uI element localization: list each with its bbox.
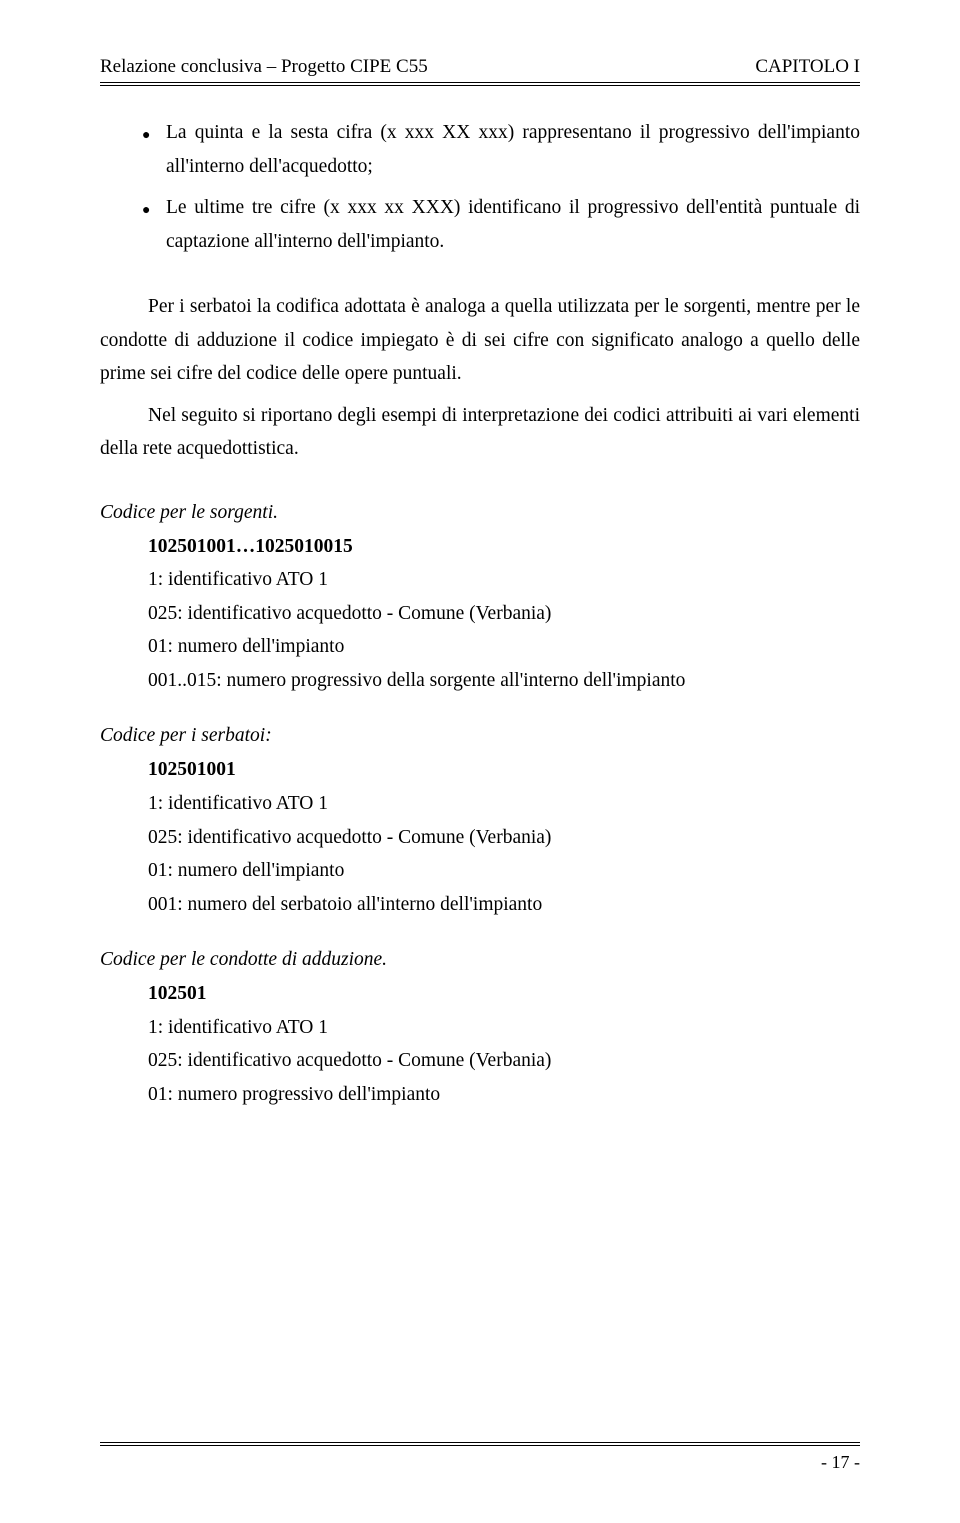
code-line: 1: identificativo ATO 1 bbox=[148, 787, 860, 821]
code-line: 01: numero dell'impianto bbox=[148, 854, 860, 888]
bullet-list: ● La quinta e la sesta cifra (x xxx XX x… bbox=[142, 116, 860, 258]
code-line: 025: identificativo acquedotto - Comune … bbox=[148, 821, 860, 855]
paragraph: Nel seguito si riportano degli esempi di… bbox=[100, 399, 860, 466]
bullet-text: La quinta e la sesta cifra (x xxx XX xxx… bbox=[166, 116, 860, 183]
header-rule bbox=[100, 82, 860, 83]
footer: - 17 - bbox=[100, 1442, 860, 1473]
code-bold: 102501001…1025010015 bbox=[148, 530, 860, 564]
section-heading-serbatoi: Codice per i serbatoi: bbox=[100, 725, 860, 747]
section-heading-condotte: Codice per le condotte di adduzione. bbox=[100, 949, 860, 971]
bullet-item: ● Le ultime tre cifre (x xxx xx XXX) ide… bbox=[142, 191, 860, 258]
bullet-icon: ● bbox=[142, 191, 166, 223]
code-line: 001: numero del serbatoio all'interno de… bbox=[148, 888, 860, 922]
footer-rule bbox=[100, 1442, 860, 1443]
bullet-text: Le ultime tre cifre (x xxx xx XXX) ident… bbox=[166, 191, 860, 258]
code-line: 025: identificativo acquedotto - Comune … bbox=[148, 597, 860, 631]
code-line: 025: identificativo acquedotto - Comune … bbox=[148, 1044, 860, 1078]
code-bold: 102501 bbox=[148, 977, 860, 1011]
code-block-condotte: 102501 1: identificativo ATO 1 025: iden… bbox=[148, 977, 860, 1111]
footer-rule-thin bbox=[100, 1445, 860, 1446]
code-block-sorgenti: 102501001…1025010015 1: identificativo A… bbox=[148, 530, 860, 698]
header-left: Relazione conclusiva – Progetto CIPE C55 bbox=[100, 56, 428, 78]
header-rule-thin bbox=[100, 85, 860, 86]
code-line: 01: numero progressivo dell'impianto bbox=[148, 1078, 860, 1112]
section-heading-sorgenti: Codice per le sorgenti. bbox=[100, 502, 860, 524]
code-block-serbatoi: 102501001 1: identificativo ATO 1 025: i… bbox=[148, 753, 860, 921]
code-bold: 102501001 bbox=[148, 753, 860, 787]
header-right: CAPITOLO I bbox=[755, 56, 860, 78]
bullet-item: ● La quinta e la sesta cifra (x xxx XX x… bbox=[142, 116, 860, 183]
header: Relazione conclusiva – Progetto CIPE C55… bbox=[100, 56, 860, 78]
page-number: - 17 - bbox=[100, 1452, 860, 1473]
code-line: 01: numero dell'impianto bbox=[148, 630, 860, 664]
bullet-icon: ● bbox=[142, 116, 166, 148]
paragraph: Per i serbatoi la codifica adottata è an… bbox=[100, 290, 860, 391]
code-line: 1: identificativo ATO 1 bbox=[148, 563, 860, 597]
code-line: 1: identificativo ATO 1 bbox=[148, 1011, 860, 1045]
page: Relazione conclusiva – Progetto CIPE C55… bbox=[0, 0, 960, 1523]
code-line: 001..015: numero progressivo della sorge… bbox=[148, 664, 860, 698]
